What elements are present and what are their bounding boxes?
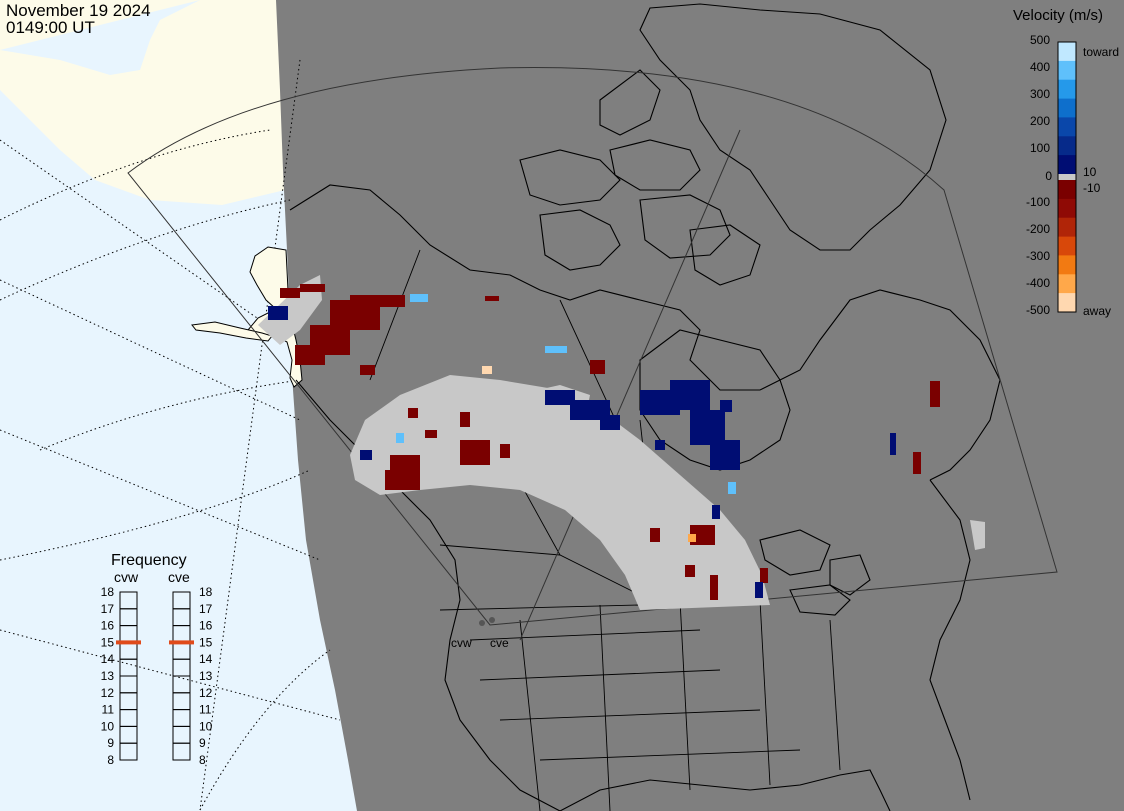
velocity-scale-swatch-away	[1058, 180, 1076, 200]
time-label: 0149:00 UT	[6, 18, 95, 37]
daylit-land-region	[0, 0, 285, 205]
velocity-scale-tick: 100	[1030, 141, 1050, 155]
velocity-scale-swatch-toward	[1058, 136, 1076, 156]
aleutian-chain	[191, 321, 273, 342]
frequency-tick: 10	[199, 719, 213, 733]
velocity-scale-swatch-away	[1058, 255, 1076, 275]
frequency-title: Frequency	[111, 552, 187, 569]
velocity-scale-tick: -200	[1026, 222, 1050, 236]
velocity-scale-swatch-zero	[1058, 174, 1076, 180]
velocity-echoes-fast-toward	[396, 294, 736, 494]
velocity-scale-tick: -300	[1026, 249, 1050, 263]
frequency-cell	[172, 742, 191, 761]
frequency-column-cve: 18 17 16 15 14 13 12 11 10 9 8	[169, 585, 213, 767]
velocity-scale-tick: 400	[1030, 60, 1050, 74]
velocity-echoes-fast-away	[482, 366, 696, 542]
velocity-scale-swatch-away	[1058, 293, 1076, 313]
velocity-color-scale: Velocity (m/s) 500400300200100100-10-100…	[1013, 7, 1119, 318]
frequency-tick: 13	[199, 669, 213, 683]
coastlines	[289, 3, 1001, 811]
velocity-scale-tick: -400	[1026, 276, 1050, 290]
frequency-tick: 9	[199, 736, 206, 750]
frequency-tick: 11	[199, 703, 212, 717]
frequency-tick: 11	[102, 703, 115, 717]
velocity-toward-label: toward	[1083, 45, 1119, 59]
velocity-scale-tick: -10	[1083, 181, 1101, 195]
velocity-away-label: away	[1083, 304, 1111, 318]
frequency-tick: 18	[199, 585, 213, 599]
frequency-tick: 16	[199, 619, 213, 633]
radar-site-label-cve: cve	[490, 636, 509, 650]
frequency-marker-cve	[169, 640, 194, 645]
velocity-scale-title: Velocity (m/s)	[1013, 7, 1103, 24]
frequency-tick: 15	[101, 635, 115, 649]
velocity-scale-swatch-toward	[1058, 60, 1076, 81]
velocity-scale-tick: 200	[1030, 114, 1050, 128]
velocity-scale-swatch-away	[1058, 236, 1076, 256]
radar-site-cvw	[479, 620, 485, 626]
frequency-radar-label-cvw: cvw	[114, 569, 139, 585]
velocity-scale-tick: -100	[1026, 195, 1050, 209]
frequency-tick: 13	[101, 669, 115, 683]
frequency-tick: 12	[101, 686, 115, 700]
frequency-marker-cvw	[116, 640, 141, 645]
frequency-tick: 17	[101, 602, 115, 616]
frequency-radar-label-cve: cve	[168, 569, 190, 585]
frequency-tick: 15	[199, 635, 213, 649]
velocity-scale-tick: 10	[1083, 165, 1097, 179]
velocity-scale-swatch-away	[1058, 198, 1076, 219]
velocity-echoes-away	[280, 284, 940, 600]
velocity-scale-swatch-away	[1058, 274, 1076, 294]
radar-site-label-cvw: cvw	[451, 636, 472, 650]
velocity-scale-swatch-toward	[1058, 98, 1076, 118]
frequency-tick: 14	[101, 652, 115, 666]
frequency-tick: 14	[199, 652, 213, 666]
velocity-scale-swatch-toward	[1058, 42, 1076, 62]
frequency-column-cvw: 18 17 16 15 14 13 12 11 10 9 8	[101, 585, 141, 767]
velocity-scale-tick: 500	[1030, 33, 1050, 47]
date-label: November 19 2024	[6, 1, 151, 20]
velocity-scale-frame	[1057, 41, 1077, 313]
frequency-cell	[119, 742, 138, 761]
frequency-tick: 17	[199, 602, 213, 616]
geographic-grid	[0, 59, 341, 811]
velocity-scale-swatch-toward	[1058, 155, 1076, 175]
velocity-scale-tick: -500	[1026, 303, 1050, 317]
frequency-tick: 9	[107, 736, 114, 750]
velocity-scale-swatch-toward	[1058, 79, 1076, 100]
radar-field-of-view	[127, 67, 1058, 641]
velocity-scale-tick: 0	[1045, 169, 1052, 183]
frequency-tick: 8	[107, 753, 114, 767]
radar-site-cve	[489, 617, 495, 623]
velocity-scale-swatch-toward	[1058, 117, 1076, 137]
frequency-tick: 16	[101, 619, 115, 633]
velocity-scale-swatch-away	[1058, 217, 1076, 238]
frequency-tick: 8	[199, 753, 206, 767]
frequency-tick: 10	[101, 719, 115, 733]
velocity-scale-tick: 300	[1030, 87, 1050, 101]
frequency-tick: 12	[199, 686, 213, 700]
radar-site-markers: cvw cve	[451, 617, 509, 650]
frequency-tick: 18	[101, 585, 115, 599]
velocity-echoes-toward	[268, 306, 896, 598]
frequency-panel: Frequency cvw cve 1817161514131211109818…	[101, 552, 213, 767]
